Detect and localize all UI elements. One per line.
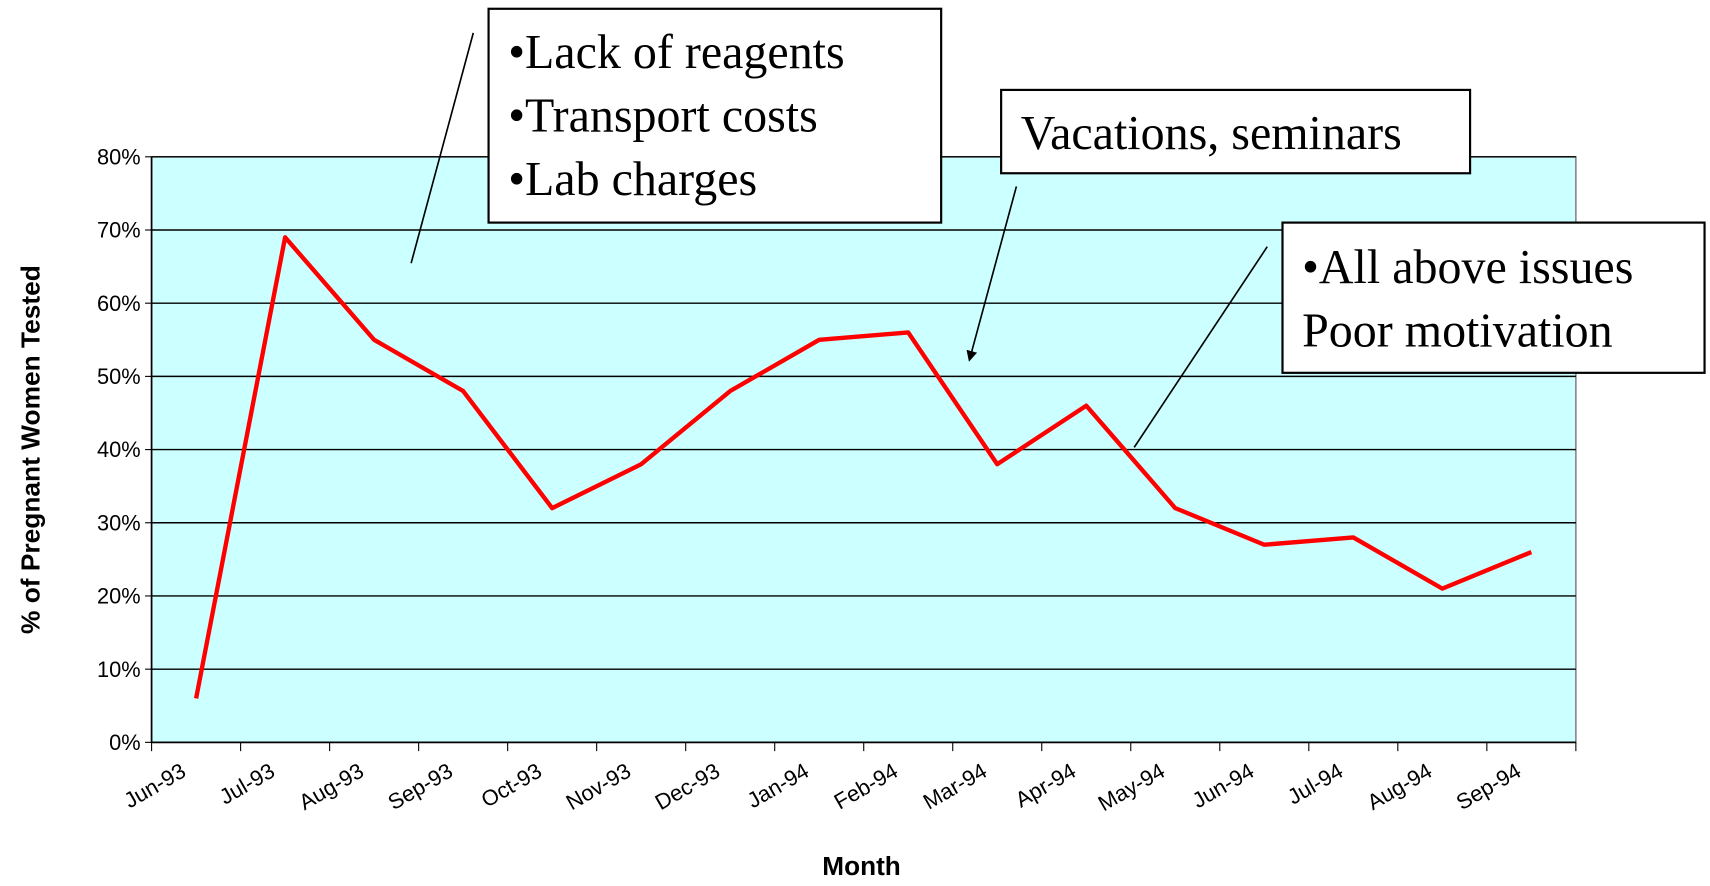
- y-tick-label: 40%: [97, 437, 141, 462]
- y-tick-label: 0%: [109, 730, 141, 755]
- annotations: •Lack of reagents •Transport costs •Lab ch…: [410, 7, 1706, 448]
- x-tick-label: Sep-93: [384, 758, 457, 815]
- annotation-text: Poor motivation: [1302, 304, 1613, 357]
- annotation-text: •All above issues: [1302, 241, 1633, 294]
- y-tick-label: 60%: [97, 291, 141, 316]
- annotation-box: [1281, 221, 1706, 374]
- y-tick-label: 20%: [97, 584, 141, 609]
- y-tick-label: 10%: [97, 657, 141, 682]
- pointer-line: [410, 32, 475, 264]
- data-line: [193, 235, 1533, 699]
- pointer-arrow: [966, 186, 1018, 362]
- annotation-text: •Transport costs: [508, 89, 818, 142]
- y-tick-label: 70%: [97, 218, 141, 243]
- x-tick-label: Dec-93: [651, 758, 724, 815]
- y-tick-label: 30%: [97, 510, 141, 535]
- x-tick-label: Jun-94: [1188, 758, 1258, 813]
- x-tick-label: Aug-93: [295, 758, 368, 815]
- annotation-text: •Lack of reagents: [508, 26, 844, 79]
- annotation-text: •Lab charges: [508, 153, 757, 206]
- x-tick-label: Feb-94: [830, 758, 902, 814]
- y-tick-label: 50%: [97, 364, 141, 389]
- annotation-box: [1000, 88, 1472, 175]
- x-tick-label: Apr-94: [1011, 758, 1080, 813]
- pointer-line: [1133, 246, 1268, 448]
- x-tick-label: Jan-94: [743, 758, 813, 813]
- x-tick-label: Jul-93: [215, 758, 279, 810]
- x-axis-label: Month: [822, 851, 900, 881]
- x-tick-label: May-94: [1094, 758, 1169, 816]
- x-tick-label: Nov-93: [562, 758, 635, 815]
- annotation-box: [487, 7, 943, 224]
- x-tick-label: Sep-94: [1452, 758, 1525, 815]
- x-tick-label: Oct-93: [477, 758, 546, 813]
- annotation-text: Vacations, seminars: [1021, 107, 1402, 160]
- y-axis-label: % of Pregnant Women Tested: [15, 265, 45, 634]
- x-tick-label: Jul-94: [1283, 758, 1347, 810]
- x-tick-label: Aug-94: [1363, 758, 1436, 815]
- x-tick-label: Jun-93: [120, 758, 190, 813]
- x-tick-label: Mar-94: [919, 758, 991, 814]
- y-tick-label: 80%: [97, 144, 141, 169]
